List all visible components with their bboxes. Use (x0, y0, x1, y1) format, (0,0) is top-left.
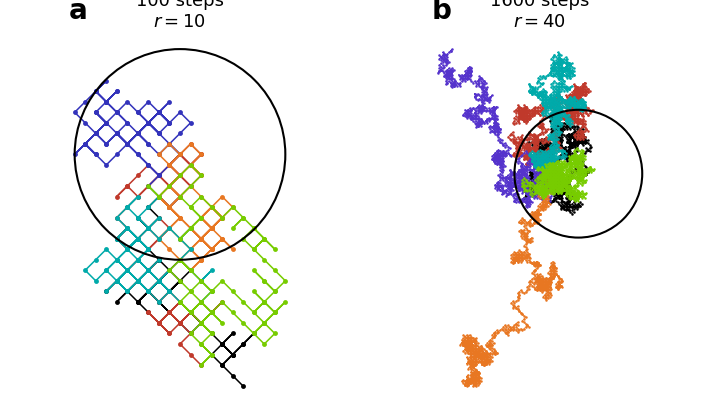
Title: 1600 steps
$r = 40$: 1600 steps $r = 40$ (490, 0, 590, 31)
Text: a: a (69, 0, 88, 25)
Title: 100 steps
$r = 10$: 100 steps $r = 10$ (136, 0, 224, 31)
Text: b: b (432, 0, 452, 25)
